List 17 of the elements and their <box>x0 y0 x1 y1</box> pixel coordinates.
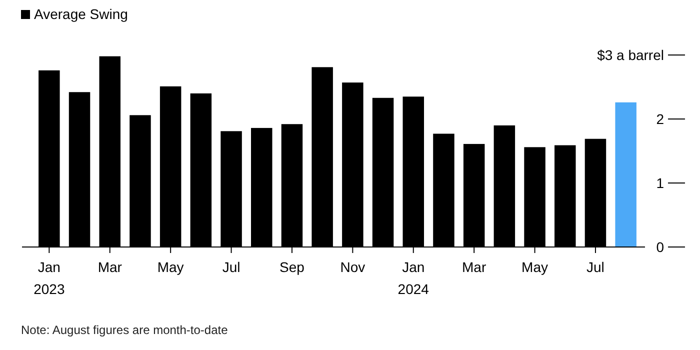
x-tick-label: May <box>157 259 184 275</box>
legend-label: Average Swing <box>34 6 128 22</box>
x-tick-label: Jan 2024 <box>398 259 430 297</box>
y-tick-label: 2 <box>656 111 664 127</box>
x-tick-label: Jan 2023 <box>34 259 65 297</box>
y-tick-label: 0 <box>656 239 664 255</box>
text: Note: August figures are month-to-date <box>21 323 228 337</box>
y-tick-label: $3 a barrel <box>597 47 664 63</box>
x-tick-label: Nov <box>340 259 366 275</box>
x-tick-label: May <box>522 259 548 275</box>
x-tick-label: Jul <box>586 259 604 275</box>
bar <box>615 102 636 247</box>
x-tick-label: Mar <box>98 259 122 275</box>
x-tick-label: Mar <box>462 259 486 275</box>
x-tick-label: Jul <box>222 259 240 275</box>
y-tick-label: 1 <box>656 175 664 191</box>
x-tick-label: Sep <box>280 259 305 275</box>
